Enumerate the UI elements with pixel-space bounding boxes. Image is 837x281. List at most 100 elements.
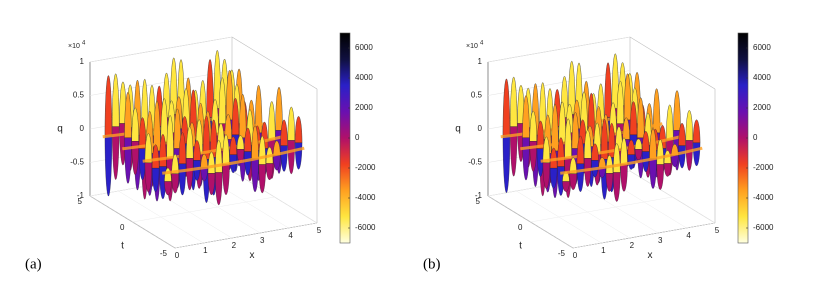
surface-ribbon <box>502 78 511 136</box>
y-axis-label: t <box>121 241 124 252</box>
surface-ribbon <box>186 126 194 159</box>
surface-ribbon <box>692 142 701 166</box>
surface-ribbon <box>193 140 201 161</box>
surface-ribbon <box>239 94 247 139</box>
z-tick-label: -0.5 <box>468 158 482 167</box>
surface-ribbon <box>144 133 153 164</box>
x-tick-label: 5 <box>317 226 322 235</box>
z-tick-label: 1 <box>80 57 85 66</box>
surface-ribbon <box>685 110 694 141</box>
surface-ribbon <box>275 87 283 131</box>
z-tick-label: 0 <box>80 124 85 133</box>
colorbar-tick-label: -2000 <box>355 163 376 172</box>
z-tick-label: 0.5 <box>471 91 483 100</box>
colorbar-tick-label: 6000 <box>355 43 373 52</box>
surface-ribbon <box>542 136 551 164</box>
surface-ribbon <box>604 62 612 118</box>
surface-ribbon <box>620 164 628 192</box>
surface-ribbon <box>629 101 638 136</box>
surface-ribbon <box>254 85 263 134</box>
colorbar-tick-label: -4000 <box>355 193 376 202</box>
surface-ribbon <box>280 119 288 146</box>
surface-ribbon <box>569 173 577 190</box>
surface-ribbon <box>692 119 701 143</box>
surface-ribbon <box>171 173 179 194</box>
surface-ribbon <box>124 137 132 184</box>
box-edge <box>629 36 716 90</box>
surface-ribbon <box>229 136 237 155</box>
surface-ribbon <box>244 127 252 152</box>
surface-ribbon <box>685 140 693 171</box>
surface-ribbon <box>571 112 580 149</box>
surface-ribbon <box>568 60 576 115</box>
surface-ribbon <box>536 120 545 149</box>
surface-ribbon <box>663 163 672 177</box>
y-tick-label: 0 <box>120 223 125 232</box>
surface-ribbon <box>649 128 657 159</box>
surface-ribbon <box>207 173 216 196</box>
surface-ribbon <box>170 57 178 115</box>
y-tick-label: -5 <box>558 249 566 258</box>
z-multiplier: ×10 <box>466 43 478 50</box>
surface-ribbon <box>622 117 630 140</box>
surface-ribbon <box>666 104 674 141</box>
surface-ribbon <box>171 154 179 174</box>
x-tick-label: 5 <box>715 226 720 235</box>
surface-ribbon <box>178 163 187 196</box>
surface-ribbon <box>623 73 632 121</box>
surface-ribbon <box>178 132 187 165</box>
surface-ribbon <box>551 103 559 152</box>
surface-ribbon <box>166 115 174 159</box>
colorbar-tick-label: -6000 <box>753 223 774 232</box>
surface-ribbon <box>124 91 132 138</box>
surface-ribbon <box>529 111 537 142</box>
surface-ribbon <box>616 80 625 124</box>
colorbar-tick-label: 0 <box>355 133 360 142</box>
x-tick-label: 0 <box>175 251 180 260</box>
surface-ribbon <box>218 77 227 124</box>
surface-ribbon <box>287 140 295 175</box>
z-tick-label: 1 <box>478 57 483 66</box>
surface-ribbon <box>627 139 635 155</box>
surface-ribbon <box>280 145 288 172</box>
surface-ribbon <box>131 107 139 142</box>
x-tick-label: 4 <box>686 231 691 240</box>
x-axis-label: x <box>648 250 653 261</box>
surface-crest <box>540 134 684 163</box>
surface-ribbon <box>678 123 686 146</box>
surface-ribbon <box>222 164 230 195</box>
surface-ribbon <box>131 141 139 175</box>
grid-line <box>487 36 631 63</box>
y-axis-label: t <box>519 241 522 252</box>
surface-ribbon <box>509 76 518 127</box>
x-tick-label: 0 <box>573 251 578 260</box>
surface-ribbon <box>634 138 643 150</box>
surface-ribbon <box>642 131 650 152</box>
surface-ribbon <box>231 98 240 136</box>
x-tick-label: 2 <box>630 241 635 250</box>
panel-label: (a) <box>25 256 42 272</box>
surface-ribbon <box>549 168 558 189</box>
colorbar-tick-label: 0 <box>753 133 758 142</box>
z-tick-label: -1 <box>475 191 483 200</box>
surface-ribbon <box>605 173 614 192</box>
colorbar-tick-label: -6000 <box>355 223 376 232</box>
surface-ribbon <box>153 100 161 152</box>
surface-ribbon <box>600 119 609 160</box>
surface-ribbon <box>112 126 120 180</box>
y-tick-label: 0 <box>518 223 523 232</box>
surface-ribbon <box>236 135 245 150</box>
surface-crest <box>560 146 703 175</box>
colorbar-tick-label: 2000 <box>355 103 373 112</box>
surface-ribbon <box>591 143 599 161</box>
x-tick-label: 2 <box>232 241 237 250</box>
surface-ribbon <box>151 168 160 192</box>
x-tick-label: 3 <box>260 236 265 245</box>
grid-line <box>174 222 318 249</box>
z-multiplier: ×10 <box>68 43 80 50</box>
surface-ribbon <box>104 135 113 197</box>
surface-ribbon <box>522 95 530 138</box>
z-tick-label: -0.5 <box>70 158 84 167</box>
z-exponent: 4 <box>82 41 86 47</box>
